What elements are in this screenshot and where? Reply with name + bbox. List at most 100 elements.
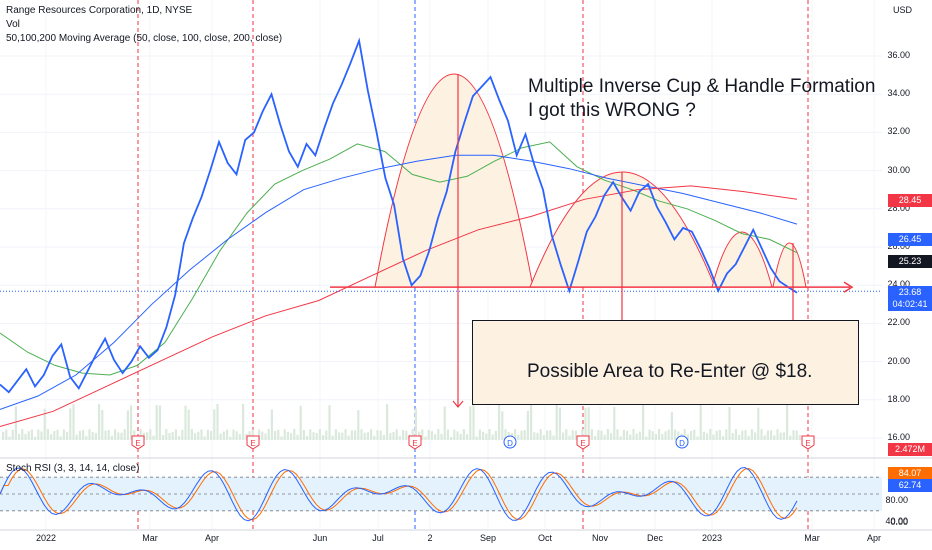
volume-bar	[405, 430, 408, 440]
volume-bar	[376, 430, 379, 440]
volume-bar	[293, 429, 296, 440]
x-tick: Apr	[204, 533, 220, 543]
volume-bar	[523, 430, 526, 440]
x-tick: Sep	[479, 533, 497, 543]
volume-bar	[760, 429, 763, 440]
volume-bar	[104, 430, 107, 440]
volume-bar	[645, 436, 648, 440]
volume-bar	[82, 429, 85, 440]
volume-bar	[475, 436, 478, 440]
volume-bar	[606, 429, 609, 440]
price-tick: 36.00	[887, 50, 910, 60]
volume-bar	[488, 429, 491, 440]
volume-bar	[501, 411, 504, 440]
volume-bar	[267, 429, 270, 440]
volume-bar	[56, 429, 59, 440]
x-tick: 2023	[701, 533, 723, 543]
volume-bar	[686, 434, 689, 440]
earnings-marker	[408, 435, 422, 450]
moving-averages	[0, 141, 798, 427]
volume-bar	[62, 429, 65, 440]
volume-bar	[59, 436, 62, 440]
volume-bar	[149, 429, 152, 440]
volume-bar	[107, 430, 110, 440]
dividend-marker	[503, 435, 517, 449]
volume-bar	[350, 430, 353, 440]
volume-bar	[530, 404, 533, 440]
volume-bar	[277, 429, 280, 440]
volume-bar	[792, 430, 795, 440]
volume-bar	[296, 434, 299, 440]
volume-bar	[619, 436, 622, 440]
cup-arc	[772, 242, 807, 288]
volume-bar	[315, 432, 318, 440]
volume-bar	[200, 429, 203, 440]
volume-bar	[411, 429, 414, 440]
volume-bar	[565, 429, 568, 440]
volume-bar	[325, 430, 328, 440]
volume-bar	[354, 430, 357, 440]
volume-bar	[219, 433, 222, 440]
volume-bar	[85, 436, 88, 440]
stoch-k-tag: 84.07	[888, 467, 932, 480]
volume-bar	[338, 432, 341, 440]
volume-bar	[341, 432, 344, 440]
volume-bar	[590, 429, 593, 440]
ma-label: 50,100,200 Moving Average (50, close, 10…	[6, 33, 283, 44]
volume-bar	[146, 432, 149, 440]
volume-bar	[133, 430, 136, 440]
volume-bar	[706, 433, 709, 440]
volume-bar	[312, 432, 315, 440]
volume-bar	[242, 404, 245, 440]
volume-bar	[274, 430, 277, 440]
event-label: E	[580, 439, 585, 448]
price-tick: 24.00	[887, 279, 910, 290]
volume-bar	[2, 431, 5, 440]
volume-bar	[174, 429, 177, 440]
volume-bar	[437, 429, 440, 440]
volume-bar	[152, 435, 155, 440]
volume-bar	[139, 429, 142, 440]
volume-bar	[181, 429, 184, 440]
volume-bar	[427, 429, 430, 440]
volume-bar	[558, 407, 561, 440]
x-tick: Nov	[591, 533, 609, 543]
volume-bar	[654, 434, 657, 440]
volume-bar	[373, 435, 376, 440]
volume-bar	[494, 430, 497, 440]
volume-bar	[46, 429, 49, 440]
volume-bar	[98, 404, 101, 440]
volume-bar	[299, 405, 302, 440]
volume-bar	[232, 429, 235, 440]
volume-bar	[491, 434, 494, 440]
volume-bar	[638, 431, 641, 440]
price-tick: 18.00	[887, 393, 910, 404]
price-tick: 16.00	[887, 432, 910, 442]
volume-bar	[331, 435, 334, 440]
volume-bar	[363, 432, 366, 440]
volume-bar	[770, 430, 773, 440]
volume-bar	[594, 435, 597, 440]
volume-bar	[203, 436, 206, 440]
volume-bar	[498, 404, 501, 440]
volume-bar	[184, 405, 187, 440]
volume-bar	[747, 435, 750, 440]
volume-bar	[450, 436, 453, 440]
stoch-tick-40: 40.00	[885, 516, 908, 526]
volume-bar	[66, 431, 69, 440]
volume-tag: 2.472M	[888, 443, 932, 456]
earnings-marker	[576, 435, 590, 450]
ma100-tag: 26.45	[888, 233, 932, 246]
volume-bar	[600, 430, 603, 440]
volume-bar	[88, 429, 91, 440]
volume-bar	[699, 404, 702, 440]
volume-bar	[386, 404, 389, 440]
volume-bar	[264, 433, 267, 440]
volume-bar	[670, 411, 673, 440]
volume-bar	[424, 436, 427, 440]
volume-bar	[574, 430, 577, 440]
volume-bar	[552, 435, 555, 440]
volume-bar	[251, 429, 254, 440]
stoch-tick-0: 0.00	[890, 517, 908, 527]
target-arrowhead	[452, 400, 464, 408]
